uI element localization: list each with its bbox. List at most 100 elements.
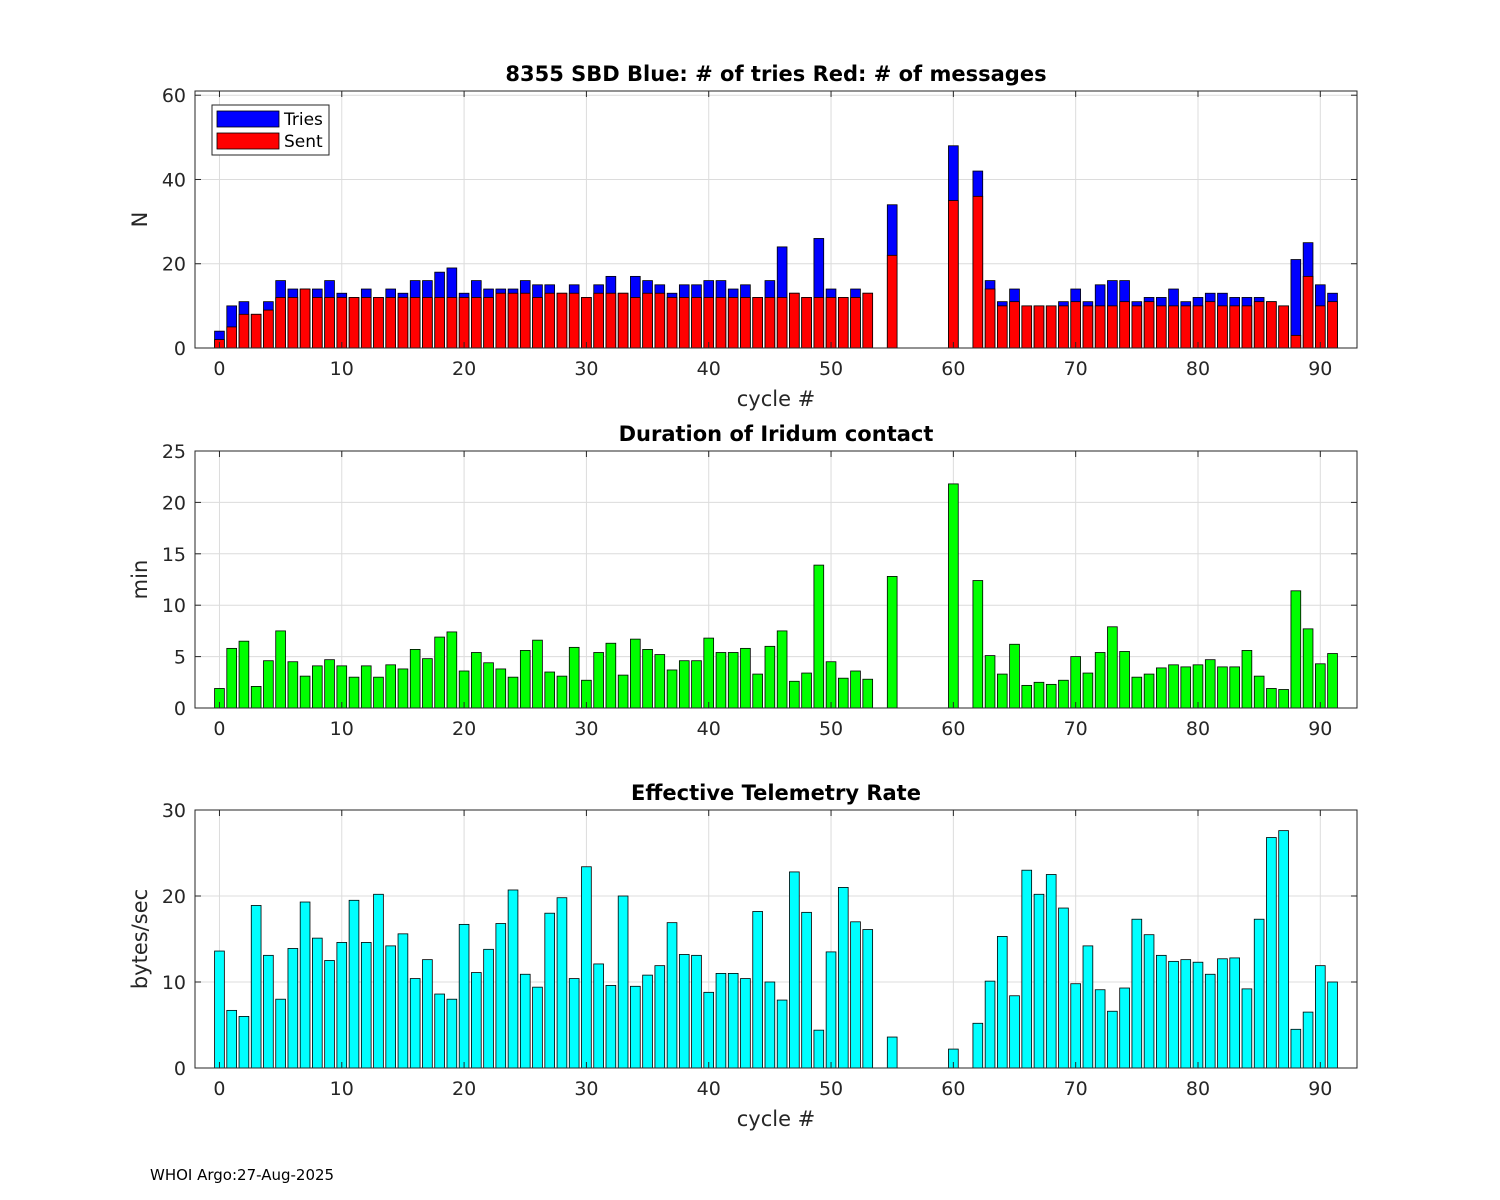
rate-bar (471, 972, 482, 1069)
sent-bar (1168, 305, 1179, 349)
rate-bar (1119, 987, 1130, 1069)
duration-bar (1033, 681, 1045, 709)
sent-bar (654, 292, 666, 349)
rate-bar (1253, 918, 1265, 1069)
rate-bar (422, 959, 433, 1069)
y-tick-label: 30 (162, 800, 186, 822)
x-tick-label: 40 (697, 358, 721, 380)
rate-bar (837, 887, 849, 1069)
duration-bar (1168, 664, 1179, 709)
duration-bar (617, 674, 629, 709)
duration-bar (336, 665, 348, 709)
rate-bar (654, 965, 666, 1069)
tries-bar (1290, 259, 1302, 349)
sent-bar (458, 297, 470, 349)
duration-bar (972, 580, 984, 709)
y-tick-label: 40 (162, 169, 186, 191)
rate-bar (1315, 965, 1326, 1069)
sent-bar (336, 297, 348, 349)
x-tick-label: 70 (1064, 718, 1088, 740)
duration-bar (250, 686, 262, 709)
sent-bar (1033, 305, 1045, 349)
y-tick-label: 60 (162, 85, 186, 107)
duration-bar (948, 483, 959, 709)
duration-bar (1217, 666, 1228, 709)
duration-bar (1021, 684, 1033, 709)
duration-bar (630, 638, 641, 709)
duration-bar (409, 649, 421, 709)
duration-bar (434, 636, 445, 709)
rate-bar (996, 936, 1008, 1069)
duration-bar (886, 576, 898, 709)
duration-bar (1229, 666, 1240, 709)
subplot-2: 0 10 20 30 40 50 60 70 80 90 0 5 10 15 20 25 Duration of… (128, 422, 1358, 740)
duration-bar (507, 676, 519, 709)
sent-bar (727, 297, 739, 349)
rate-bar (1327, 981, 1338, 1069)
rate-bar (581, 866, 592, 1069)
duration-bar (837, 677, 849, 709)
sent-bar (446, 297, 458, 349)
duration-bar (984, 655, 996, 709)
duration-bar (1082, 672, 1094, 709)
rate-bar (532, 986, 543, 1069)
x-tick-label: 50 (819, 358, 843, 380)
sent-bar (1119, 301, 1130, 349)
sent-bar (287, 297, 299, 349)
sent-bar (483, 297, 494, 349)
y-axis-label: N (128, 212, 152, 228)
duration-bar (568, 646, 580, 709)
sent-bar (532, 297, 543, 349)
rate-bar (1070, 983, 1081, 1069)
duration-bar (324, 659, 335, 709)
rate-bar (336, 942, 348, 1069)
y-tick-label: 0 (174, 338, 186, 360)
sent-bar (776, 297, 788, 349)
sent-bar (1229, 305, 1240, 349)
duration-bar (1045, 683, 1057, 709)
sent-bar (764, 297, 776, 349)
duration-bar (556, 675, 568, 709)
rate-bar (1021, 869, 1033, 1069)
rate-bar (715, 973, 727, 1069)
duration-bar (1192, 664, 1204, 709)
sent-bar (263, 309, 274, 349)
rate-bar (691, 954, 702, 1069)
sent-bar (1278, 305, 1289, 349)
rate-bar (1241, 988, 1253, 1069)
rate-bar (568, 978, 580, 1069)
duration-bar (703, 637, 715, 709)
duration-bar (312, 665, 323, 709)
sent-bar (740, 297, 751, 349)
y-tick-label: 0 (174, 1058, 186, 1080)
sent-bar (348, 297, 360, 349)
legend-swatch-tries (216, 110, 280, 128)
duration-bar (727, 652, 739, 709)
rate-bar (727, 973, 739, 1069)
sent-bar (581, 297, 592, 349)
sent-bar (226, 326, 237, 349)
y-tick-label: 25 (162, 441, 186, 463)
rate-bar (519, 973, 531, 1069)
x-tick-label: 10 (330, 1078, 354, 1100)
duration-bar (1070, 656, 1081, 709)
duration-bar (1278, 689, 1289, 709)
x-axis-label: cycle # (737, 1107, 816, 1131)
sent-bar (1143, 301, 1155, 349)
rate-bar (483, 948, 494, 1069)
rate-bar (1180, 959, 1192, 1069)
duration-bar (1119, 651, 1130, 709)
rate-bar (862, 929, 874, 1069)
duration-bar (764, 645, 776, 709)
duration-bar (1180, 666, 1192, 709)
sent-bar (1315, 305, 1326, 349)
duration-bar (1094, 652, 1106, 709)
x-tick-label: 30 (574, 358, 598, 380)
rate-bar (446, 998, 458, 1069)
rate-bar (740, 978, 751, 1069)
y-tick-label: 20 (162, 492, 186, 514)
duration-bar (360, 665, 372, 709)
duration-bar (813, 564, 825, 709)
x-tick-label: 0 (213, 718, 225, 740)
